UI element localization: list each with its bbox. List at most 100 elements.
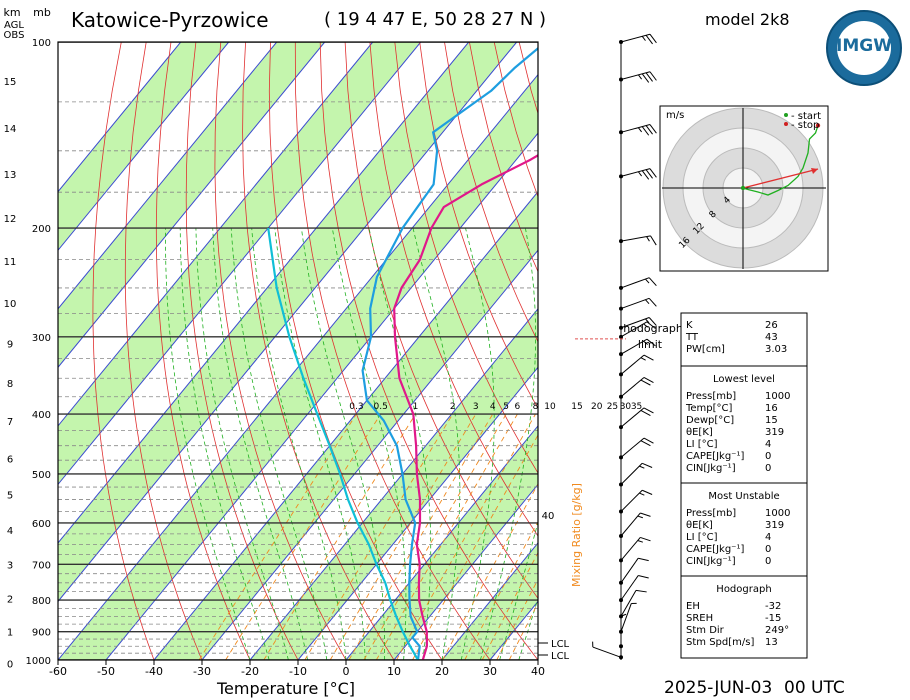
pressure-tick-label: 800 bbox=[32, 596, 51, 607]
index-label: Press[mb] bbox=[686, 391, 736, 402]
km-tick-label: 2 bbox=[7, 594, 13, 605]
x-tick-label: -60 bbox=[49, 665, 67, 678]
x-tick-label: 30 bbox=[483, 665, 497, 678]
hodograph-legend-stop: - stop bbox=[791, 120, 819, 131]
mixing-ratio-label: 4 bbox=[490, 402, 496, 412]
wind-barb bbox=[592, 641, 622, 658]
index-value: 4 bbox=[765, 532, 771, 543]
mixing-ratio-label: 35 bbox=[631, 402, 642, 412]
km-tick-label: 6 bbox=[7, 454, 13, 465]
index-section-title: Lowest level bbox=[713, 374, 775, 385]
obs-label: OBS bbox=[4, 30, 25, 41]
model-label: model 2k8 bbox=[705, 10, 790, 29]
hodograph-limit-label: limit bbox=[638, 338, 663, 351]
pressure-tick-label: 1000 bbox=[26, 656, 51, 667]
x-tick-label: -40 bbox=[145, 665, 163, 678]
wind-barb bbox=[620, 613, 627, 647]
mixing-ratio-label: 1 bbox=[413, 402, 419, 412]
index-value: 4 bbox=[765, 439, 771, 450]
mb-unit-label: mb bbox=[33, 6, 51, 19]
moist-adiabat bbox=[331, 227, 407, 660]
wind-barb bbox=[620, 512, 651, 537]
x-tick-label: -10 bbox=[289, 665, 307, 678]
index-section-title: Most Unstable bbox=[708, 491, 779, 502]
time-label: 00 UTC bbox=[784, 678, 845, 698]
index-value: 319 bbox=[765, 520, 784, 531]
x-tick-label: 0 bbox=[343, 665, 350, 678]
mixing-ratio-label: 30 bbox=[620, 402, 632, 412]
wind-barb bbox=[620, 168, 657, 180]
wind-barb bbox=[620, 235, 657, 246]
pressure-tick-label: 300 bbox=[32, 333, 51, 344]
x-tick-label: -50 bbox=[97, 665, 115, 678]
isotherm bbox=[58, 42, 182, 193]
x-tick-label: 10 bbox=[387, 665, 401, 678]
indices-panel bbox=[680, 312, 808, 659]
index-label: Dewp[°C] bbox=[686, 415, 734, 426]
x-tick-label: -20 bbox=[241, 665, 259, 678]
index-section-title: Hodograph bbox=[716, 584, 771, 595]
index-value: 15 bbox=[765, 415, 778, 426]
pressure-tick-label: 100 bbox=[32, 38, 51, 49]
index-value: 1000 bbox=[765, 391, 790, 402]
index-label: Stm Spd[m/s] bbox=[686, 637, 754, 648]
index-value: 16 bbox=[765, 403, 778, 414]
wind-barb bbox=[620, 462, 653, 485]
isotherm bbox=[105, 132, 538, 660]
mixing-ratio-label: 10 bbox=[544, 402, 556, 412]
pressure-tick-label: 700 bbox=[32, 560, 51, 571]
mixing-ratio-label: 15 bbox=[571, 402, 582, 412]
lcl-label-1: LCL bbox=[551, 639, 570, 650]
index-label: PW[cm] bbox=[686, 344, 725, 355]
index-value: 0 bbox=[765, 451, 771, 462]
imgw-logo: IMGW bbox=[826, 10, 902, 86]
hodograph-unit: m/s bbox=[666, 110, 684, 121]
wind-barb bbox=[620, 575, 649, 601]
km-tick-label: 5 bbox=[7, 491, 13, 502]
wind-barb bbox=[620, 354, 654, 375]
pressure-tick-label: 400 bbox=[32, 410, 51, 421]
index-value: 3.03 bbox=[765, 344, 787, 355]
index-label: CIN[Jkg⁻¹] bbox=[686, 463, 736, 474]
km-tick-label: 13 bbox=[4, 170, 17, 181]
isotherm bbox=[58, 42, 278, 310]
wind-barb bbox=[620, 602, 637, 632]
km-tick-label: 4 bbox=[7, 526, 13, 537]
wind-barb bbox=[620, 377, 654, 398]
pressure-tick-label: 200 bbox=[32, 224, 51, 235]
mixing-ratio-label: 6 bbox=[515, 402, 521, 412]
moist-adiabat bbox=[537, 658, 538, 660]
isotherm bbox=[297, 366, 538, 660]
km-tick-label: 12 bbox=[4, 214, 17, 225]
wind-barb bbox=[620, 317, 657, 329]
dry-adiabat bbox=[319, 42, 538, 660]
isotherm bbox=[58, 42, 470, 544]
plot-area bbox=[58, 42, 538, 660]
wind-barb bbox=[620, 437, 654, 458]
index-value: 13 bbox=[765, 637, 778, 648]
index-label: CAPE[Jkg⁻¹] bbox=[686, 544, 744, 555]
storm-motion-vector bbox=[742, 168, 819, 189]
isotherm bbox=[393, 483, 538, 660]
mixing-ratio-label: 20 bbox=[591, 402, 603, 412]
index-value: 0 bbox=[765, 544, 771, 555]
index-value: -32 bbox=[765, 601, 781, 612]
index-label: θE[K] bbox=[686, 427, 713, 438]
wind-barb bbox=[620, 277, 657, 289]
x-axis-title: Temperature [°C] bbox=[216, 679, 355, 698]
pressure-tick-label: 500 bbox=[32, 470, 51, 481]
isotherm bbox=[58, 42, 326, 369]
km-tick-label: 9 bbox=[7, 339, 13, 350]
dewpoint-profile bbox=[361, 46, 538, 660]
mixing-ratio-label: 0.5 bbox=[373, 402, 387, 412]
wind-barb bbox=[620, 407, 654, 428]
index-label: Stm Dir bbox=[686, 625, 725, 636]
mixing-ratio-label: 2 bbox=[450, 402, 456, 412]
isotherm bbox=[58, 42, 518, 603]
index-label: EH bbox=[686, 601, 700, 612]
mixing-ratio-label: 0.3 bbox=[349, 402, 363, 412]
hodograph-legend-start: - start bbox=[791, 111, 821, 122]
agl-label: AGL bbox=[4, 20, 24, 31]
index-label: CAPE[Jkg⁻¹] bbox=[686, 451, 744, 462]
mixing-ratio-label: 8 bbox=[533, 402, 539, 412]
